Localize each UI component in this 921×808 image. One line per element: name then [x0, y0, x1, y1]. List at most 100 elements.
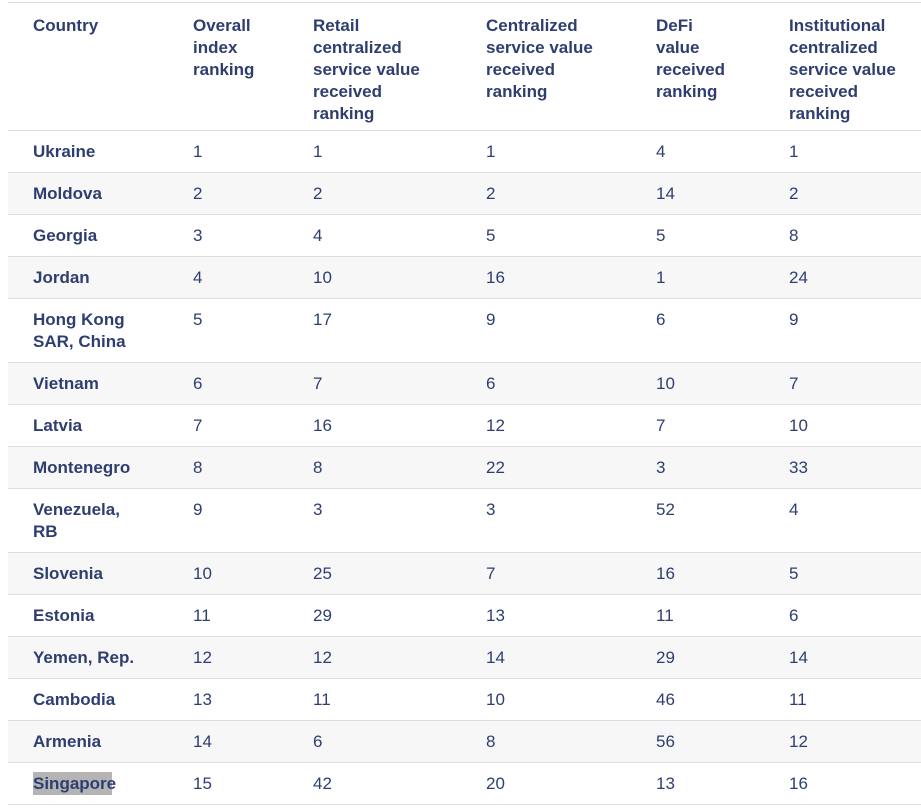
- institutional-ranking-cell: 10: [781, 404, 921, 447]
- centralized-ranking-cell: 6: [478, 362, 648, 405]
- overall-index-ranking-cell: 3: [185, 214, 305, 257]
- table-row: Armenia 14 6 8 56 12: [8, 720, 921, 763]
- country-cell: Cambodia: [8, 678, 185, 721]
- institutional-ranking-cell: 14: [781, 636, 921, 679]
- overall-index-ranking-cell: 4: [185, 256, 305, 299]
- country-cell: Hong Kong SAR, China: [8, 298, 185, 363]
- table-row: Slovenia 10 25 7 16 5: [8, 552, 921, 595]
- centralized-ranking-cell: 5: [478, 214, 648, 257]
- centralized-ranking-cell: 12: [478, 404, 648, 447]
- overall-index-ranking-cell: 13: [185, 678, 305, 721]
- country-cell: Yemen, Rep.: [8, 636, 185, 679]
- retail-ranking-cell: 4: [305, 214, 478, 257]
- retail-ranking-cell: 42: [305, 762, 478, 805]
- institutional-ranking-cell: 33: [781, 446, 921, 489]
- header-row: Country Overall index ranking Retail cen…: [8, 2, 921, 131]
- defi-ranking-cell: 11: [648, 594, 781, 637]
- institutional-ranking-cell: 9: [781, 298, 921, 363]
- retail-ranking-cell: 10: [305, 256, 478, 299]
- institutional-ranking-cell: 6: [781, 594, 921, 637]
- institutional-ranking-cell: 24: [781, 256, 921, 299]
- table-row: Venezuela, RB 9 3 3 52 4: [8, 488, 921, 553]
- retail-ranking-cell: 2: [305, 172, 478, 215]
- table-row: Montenegro 8 8 22 3 33: [8, 446, 921, 489]
- institutional-ranking-cell: 7: [781, 362, 921, 405]
- overall-index-ranking-cell: 7: [185, 404, 305, 447]
- overall-index-ranking-cell: 15: [185, 762, 305, 805]
- column-header-institutional-centralized-service-value-received-ranking: Institutional centralized service value …: [781, 2, 921, 131]
- country-cell: Singapore: [8, 762, 185, 805]
- retail-ranking-cell: 25: [305, 552, 478, 595]
- defi-ranking-cell: 7: [648, 404, 781, 447]
- defi-ranking-cell: 52: [648, 488, 781, 553]
- defi-ranking-cell: 4: [648, 130, 781, 173]
- overall-index-ranking-cell: 1: [185, 130, 305, 173]
- country-cell: Jordan: [8, 256, 185, 299]
- column-header-defi-value-received-ranking: DeFi value received ranking: [648, 2, 781, 131]
- table-row: Hong Kong SAR, China 5 17 9 6 9: [8, 298, 921, 363]
- overall-index-ranking-cell: 5: [185, 298, 305, 363]
- overall-index-ranking-cell: 14: [185, 720, 305, 763]
- country-rankings-table: Country Overall index ranking Retail cen…: [8, 2, 921, 805]
- retail-ranking-cell: 17: [305, 298, 478, 363]
- country-cell: Georgia: [8, 214, 185, 257]
- institutional-ranking-cell: 5: [781, 552, 921, 595]
- country-cell: Latvia: [8, 404, 185, 447]
- centralized-ranking-cell: 9: [478, 298, 648, 363]
- centralized-ranking-cell: 14: [478, 636, 648, 679]
- institutional-ranking-cell: 11: [781, 678, 921, 721]
- country-cell: Moldova: [8, 172, 185, 215]
- table-row: Jordan 4 10 16 1 24: [8, 256, 921, 299]
- country-cell: Venezuela, RB: [8, 488, 185, 553]
- centralized-ranking-cell: 7: [478, 552, 648, 595]
- retail-ranking-cell: 6: [305, 720, 478, 763]
- centralized-ranking-cell: 16: [478, 256, 648, 299]
- institutional-ranking-cell: 12: [781, 720, 921, 763]
- defi-ranking-cell: 1: [648, 256, 781, 299]
- country-cell: Estonia: [8, 594, 185, 637]
- overall-index-ranking-cell: 10: [185, 552, 305, 595]
- institutional-ranking-cell: 1: [781, 130, 921, 173]
- column-header-country: Country: [8, 2, 185, 131]
- country-cell: Slovenia: [8, 552, 185, 595]
- retail-ranking-cell: 1: [305, 130, 478, 173]
- country-cell: Armenia: [8, 720, 185, 763]
- table-header: Country Overall index ranking Retail cen…: [8, 2, 921, 131]
- table-row: Estonia 11 29 13 11 6: [8, 594, 921, 637]
- centralized-ranking-cell: 8: [478, 720, 648, 763]
- institutional-ranking-cell: 16: [781, 762, 921, 805]
- column-header-retail-centralized-service-value-received-ranking: Retail centralized service value receive…: [305, 2, 478, 131]
- overall-index-ranking-cell: 8: [185, 446, 305, 489]
- table-row: Cambodia 13 11 10 46 11: [8, 678, 921, 721]
- column-header-centralized-service-value-received-ranking: Centralized service value received ranki…: [478, 2, 648, 131]
- centralized-ranking-cell: 3: [478, 488, 648, 553]
- overall-index-ranking-cell: 11: [185, 594, 305, 637]
- overall-index-ranking-cell: 12: [185, 636, 305, 679]
- centralized-ranking-cell: 2: [478, 172, 648, 215]
- table-row: Singapore 15 42 20 13 16: [8, 762, 921, 805]
- centralized-ranking-cell: 22: [478, 446, 648, 489]
- table-row: Georgia 3 4 5 5 8: [8, 214, 921, 257]
- column-header-overall-index-ranking: Overall index ranking: [185, 2, 305, 131]
- retail-ranking-cell: 16: [305, 404, 478, 447]
- table-body: Ukraine 1 1 1 4 1 Moldova 2 2 2 14 2 Geo…: [8, 130, 921, 805]
- institutional-ranking-cell: 4: [781, 488, 921, 553]
- centralized-ranking-cell: 13: [478, 594, 648, 637]
- defi-ranking-cell: 46: [648, 678, 781, 721]
- defi-ranking-cell: 5: [648, 214, 781, 257]
- overall-index-ranking-cell: 2: [185, 172, 305, 215]
- retail-ranking-cell: 8: [305, 446, 478, 489]
- table-row: Latvia 7 16 12 7 10: [8, 404, 921, 447]
- defi-ranking-cell: 14: [648, 172, 781, 215]
- selected-text: Singapor: [33, 772, 107, 795]
- institutional-ranking-cell: 8: [781, 214, 921, 257]
- retail-ranking-cell: 3: [305, 488, 478, 553]
- table-row: Moldova 2 2 2 14 2: [8, 172, 921, 215]
- overall-index-ranking-cell: 9: [185, 488, 305, 553]
- institutional-ranking-cell: 2: [781, 172, 921, 215]
- retail-ranking-cell: 7: [305, 362, 478, 405]
- country-cell: Ukraine: [8, 130, 185, 173]
- country-rankings-table-container: Country Overall index ranking Retail cen…: [8, 2, 921, 805]
- country-cell: Montenegro: [8, 446, 185, 489]
- country-cell: Vietnam: [8, 362, 185, 405]
